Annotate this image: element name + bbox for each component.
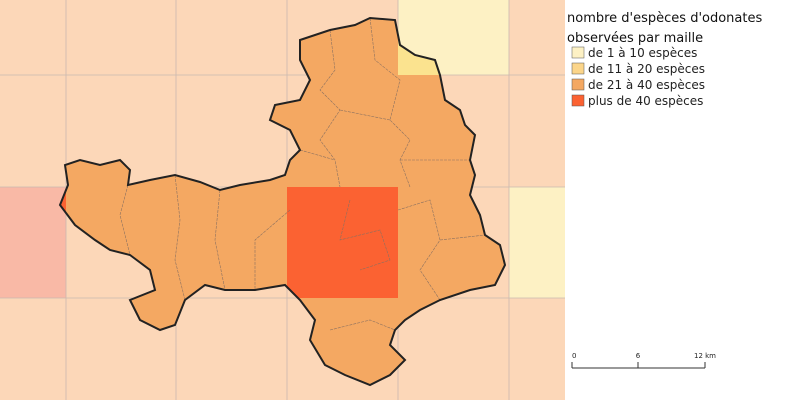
legend-label: plus de 40 espèces (588, 94, 703, 108)
scale-label: 0 (572, 352, 576, 360)
cell (509, 187, 565, 298)
legend-title: nombre d'espèces d'odonates (567, 11, 762, 26)
legend-title: observées par maille (567, 31, 703, 46)
scale-label: 6 (636, 352, 641, 360)
scale-bar: 0 6 12 km (571, 352, 716, 369)
legend-swatch (571, 46, 585, 59)
legend-label: de 1 à 10 espèces (588, 46, 697, 60)
scale-label: 12 km (694, 352, 716, 360)
legend: nombre d'espèces d'odonates observées par… (567, 11, 762, 108)
legend-swatch (571, 94, 585, 107)
legend-swatch (571, 78, 585, 91)
legend-label: de 21 à 40 espèces (588, 78, 705, 92)
map (0, 0, 565, 400)
cell (0, 187, 66, 298)
legend-panel (565, 0, 792, 400)
legend-label: de 11 à 20 espèces (588, 62, 705, 76)
legend-swatch (571, 62, 585, 75)
